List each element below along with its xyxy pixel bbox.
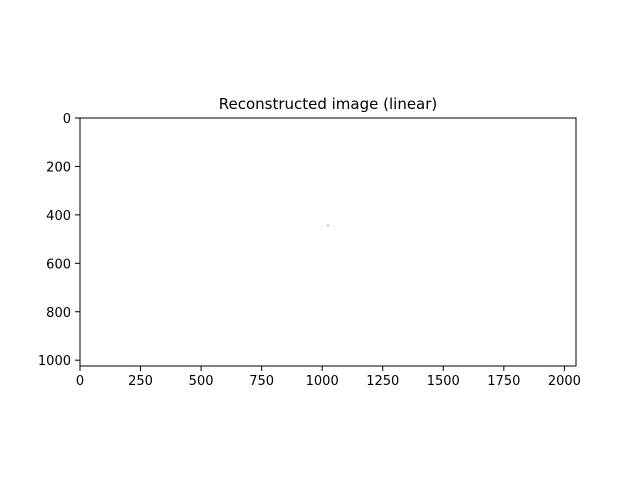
image-pixels [327,224,329,226]
x-tick-label: 1750 [487,374,520,389]
y-tick-label: 200 [46,160,71,175]
image-area [80,118,576,366]
y-axis-ticks: 0 200 400 600 800 1000 [38,112,80,369]
x-tick-label: 500 [189,374,214,389]
x-tick-label: 2000 [548,374,581,389]
x-axis-ticks: 0 250 500 750 1000 1250 1500 1750 2000 [76,366,581,389]
y-tick-label: 400 [46,209,71,224]
x-tick-label: 1500 [427,374,460,389]
x-tick-label: 250 [128,374,153,389]
x-tick-label: 1250 [366,374,399,389]
x-tick-label: 0 [76,374,84,389]
y-tick-label: 600 [46,257,71,272]
y-tick-label: 1000 [38,354,71,369]
plot-frame [79,117,577,367]
chart-title: Reconstructed image (linear) [219,95,438,113]
y-tick-label: 0 [63,112,71,127]
x-tick-label: 1000 [306,374,339,389]
bright-pixel [327,224,329,226]
y-tick-label: 800 [46,306,71,321]
x-tick-label: 750 [249,374,274,389]
